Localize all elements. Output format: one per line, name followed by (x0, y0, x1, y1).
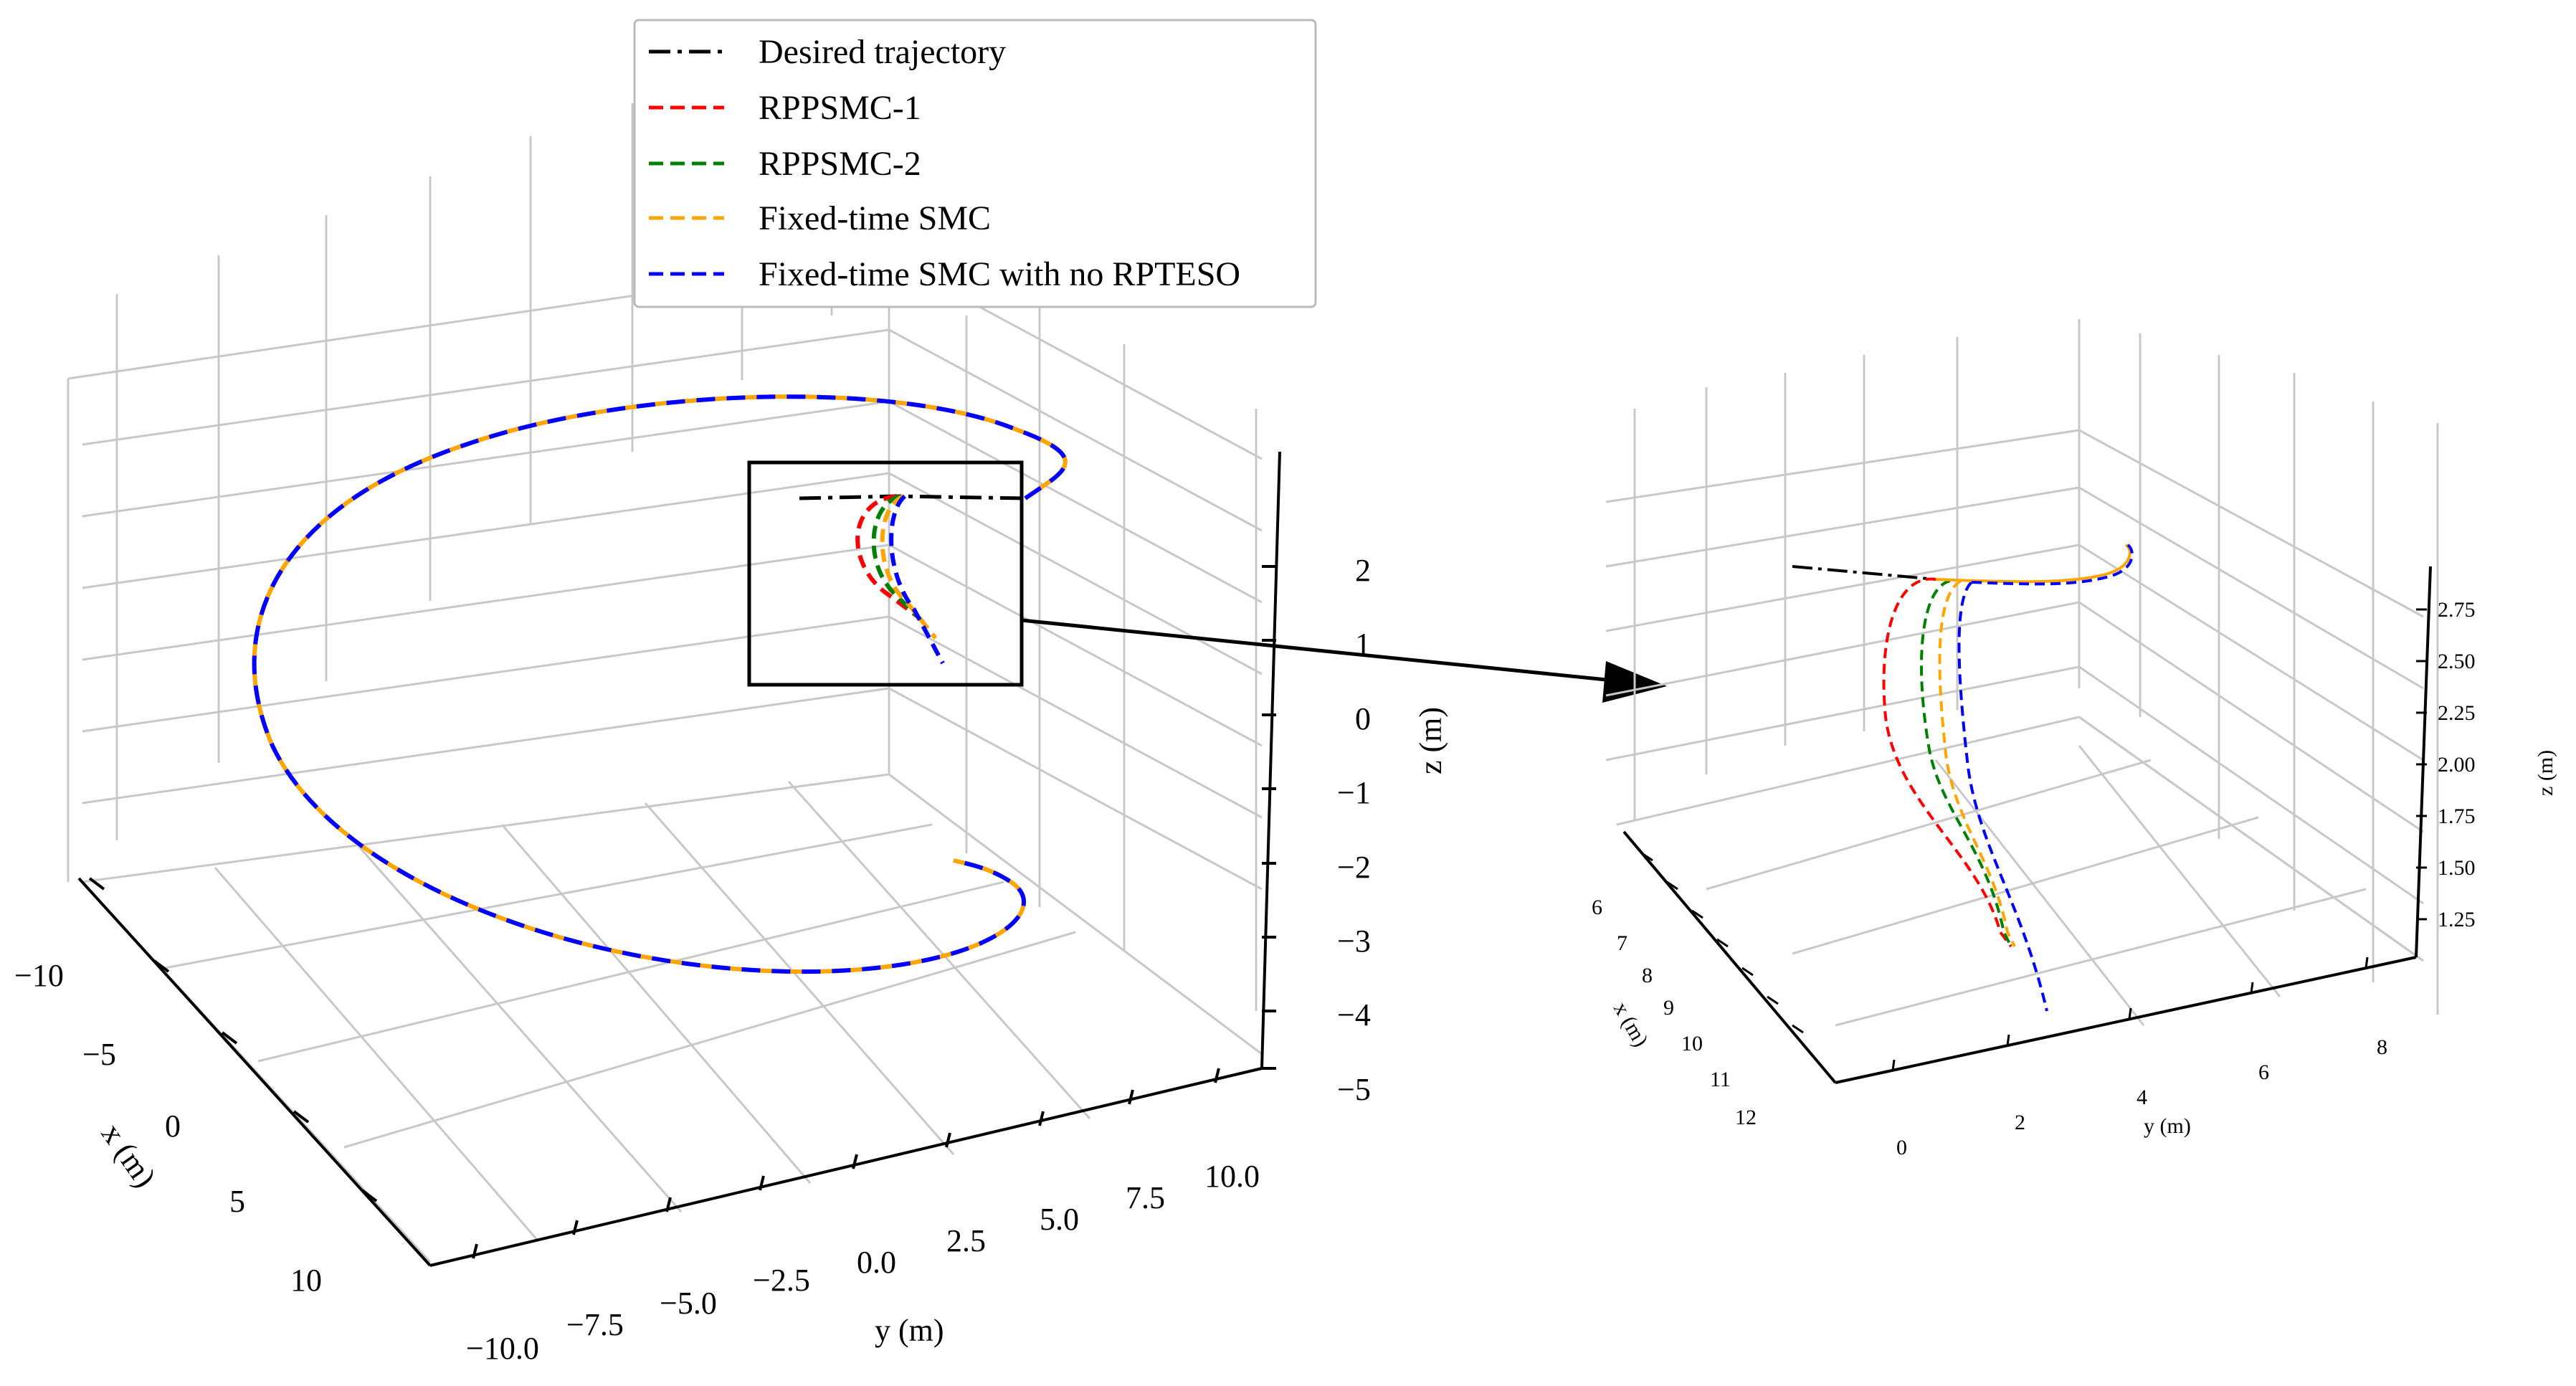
right-z-tick: 2.00 (2438, 753, 2476, 777)
right-y-ticks: 0 2 4 6 8 (1896, 1035, 2387, 1159)
left-y-ticks: −10.0 −7.5 −5.0 −2.5 0.0 2.5 5.0 7.5 10.… (466, 1159, 1260, 1366)
left-x-tick: 10 (290, 1263, 322, 1298)
legend-item: Desired trajectory (649, 33, 1006, 71)
right-z-tick: 1.75 (2438, 804, 2476, 828)
legend-label: Fixed-time SMC with no RPTESO (759, 255, 1240, 293)
left-y-tick: 10.0 (1204, 1159, 1260, 1194)
left-y-tick: −7.5 (566, 1307, 624, 1342)
right-tickmarks (1641, 608, 2427, 1071)
left-series-rppsmc2 (871, 494, 927, 626)
zoom-arrow (1021, 618, 1667, 703)
right-axes (1622, 566, 2432, 1084)
right-plot: 6 7 8 9 10 11 12 x (m) 0 2 4 6 8 y (m) 2… (1592, 319, 2557, 1159)
left-trajectories (252, 394, 1068, 974)
legend: Desired trajectory RPPSMC-1 RPPSMC-2 Fix… (633, 19, 1317, 308)
right-x-label: x (m) (1609, 998, 1653, 1051)
right-z-ticks: 2.75 2.50 2.25 2.00 1.75 1.50 1.25 (2438, 598, 2476, 931)
left-x-tick: −10 (14, 958, 64, 993)
right-x-tick: 8 (1642, 964, 1653, 987)
left-z-ticks: 2 1 0 −1 −2 −3 −4 −5 (1337, 553, 1371, 1107)
right-x-ticks: 6 7 8 9 10 11 12 (1592, 896, 1757, 1129)
right-x-tick: 7 (1617, 931, 1627, 955)
left-z-label: z (m) (1413, 707, 1448, 774)
left-z-tick: −3 (1337, 924, 1371, 959)
left-y-label: y (m) (875, 1313, 944, 1348)
legend-item: Fixed-time SMC with no RPTESO (649, 255, 1240, 293)
right-series-rppsmc1 (1882, 577, 2012, 948)
left-axes (77, 451, 1281, 1267)
legend-item: RPPSMC-2 (649, 145, 921, 183)
left-z-tick: 0 (1355, 701, 1371, 736)
right-series-rppsmc2 (1920, 579, 2012, 947)
right-x-tick: 6 (1592, 896, 1602, 919)
left-y-tick: 2.5 (946, 1223, 986, 1258)
zoom-box (747, 460, 1024, 687)
left-z-tick: −4 (1337, 997, 1371, 1033)
left-x-tick: −5 (82, 1037, 116, 1072)
right-series-fixed-time-smc (1938, 579, 2016, 947)
left-y-tick: 5.0 (1040, 1202, 1079, 1237)
right-grid (1605, 319, 2439, 1027)
left-y-tick: −2.5 (753, 1263, 810, 1298)
left-series-fixed-short (880, 494, 938, 640)
left-series-rppsmc1 (855, 494, 919, 619)
left-x-tick: 0 (165, 1109, 181, 1144)
right-x-tick: 9 (1663, 996, 1674, 1020)
left-series-no-rpteso (252, 394, 1068, 974)
legend-label: Desired trajectory (759, 33, 1006, 71)
left-grid (67, 43, 1263, 1263)
right-series-desired (1792, 565, 1936, 581)
right-z-tick: 2.25 (2438, 701, 2476, 725)
legend-item: RPPSMC-1 (649, 89, 921, 127)
right-y-tick: 0 (1896, 1136, 1907, 1159)
legend-item: Fixed-time SMC (649, 199, 991, 237)
left-x-label: x (m) (95, 1117, 163, 1194)
right-x-tick: 12 (1735, 1106, 1757, 1129)
right-y-tick: 2 (2015, 1111, 2025, 1134)
right-y-tick: 4 (2137, 1086, 2147, 1109)
right-z-tick: 2.75 (2438, 598, 2476, 622)
left-series-blue-short (889, 494, 945, 665)
legend-label: RPPSMC-1 (759, 89, 921, 127)
right-z-tick: 1.50 (2438, 856, 2476, 880)
right-series-no-rpteso (1957, 581, 2048, 1012)
right-x-tick: 11 (1710, 1068, 1731, 1091)
left-y-tick: 7.5 (1126, 1180, 1165, 1215)
right-y-tick: 8 (2377, 1035, 2387, 1059)
right-z-tick: 1.25 (2438, 908, 2476, 931)
left-plot: −10 −5 0 5 10 x (m) −10.0 −7.5 −5.0 −2.5… (14, 43, 1448, 1366)
left-series-desired (799, 494, 1026, 500)
right-series-overlap-right-blue (1971, 544, 2134, 586)
left-y-tick: −10.0 (466, 1331, 539, 1366)
right-y-label: y (m) (2144, 1114, 2191, 1138)
right-z-tick: 2.50 (2438, 650, 2476, 673)
legend-label: Fixed-time SMC (759, 199, 991, 237)
left-tickmarks (88, 565, 1276, 1259)
left-z-tick: −1 (1337, 775, 1371, 810)
left-x-ticks: −10 −5 0 5 10 (14, 958, 322, 1298)
left-y-tick: 0.0 (857, 1245, 896, 1280)
left-z-tick: 2 (1355, 553, 1371, 588)
left-y-tick: −5.0 (660, 1286, 717, 1321)
right-y-tick: 6 (2258, 1060, 2269, 1084)
right-z-label: z (m) (2534, 750, 2557, 796)
left-x-tick: 5 (229, 1184, 245, 1219)
left-z-tick: −2 (1337, 850, 1371, 885)
right-trajectories (1792, 544, 2134, 1012)
right-series-overlap-right (1935, 544, 2131, 584)
legend-label: RPPSMC-2 (759, 145, 921, 183)
left-z-tick: −5 (1337, 1072, 1371, 1107)
legend-box (633, 19, 1317, 308)
right-x-tick: 10 (1681, 1032, 1703, 1055)
